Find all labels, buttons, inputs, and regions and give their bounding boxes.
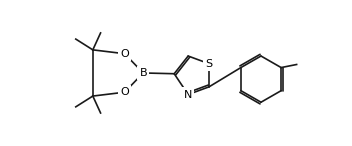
Text: B: B [139,68,147,78]
Text: O: O [120,87,129,97]
Text: N: N [184,89,192,100]
Text: S: S [206,59,213,69]
Text: O: O [120,49,129,59]
